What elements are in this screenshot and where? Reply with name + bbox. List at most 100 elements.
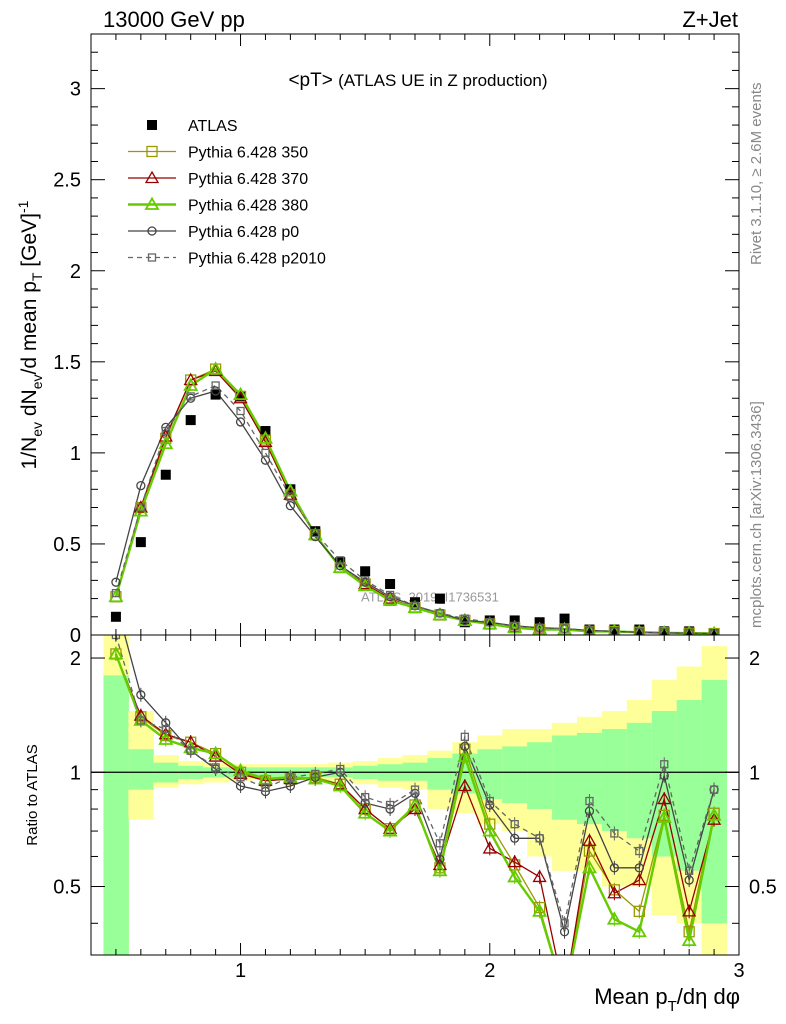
y-axis-label-part: ev (29, 422, 45, 437)
x-axis-label-part: Mean p (594, 984, 667, 1009)
pythia-6-428-370-point (158, 429, 173, 442)
uncertainty-band-green (527, 742, 553, 810)
pythia-6-428-p2010-point (286, 492, 295, 501)
y-tick-label: 1 (70, 443, 81, 465)
pythia-6-428-370-ratio-point (607, 885, 622, 899)
pythia-6-428-p0-ratio-point (112, 599, 120, 607)
pythia-6-428-p2010-point (460, 614, 469, 623)
pythia-6-428-p2010-point (136, 503, 145, 512)
pythia-6-428-380-point (282, 483, 298, 497)
pythia-6-428-p2010-ratio-point (186, 746, 195, 755)
atlas-point (360, 566, 371, 577)
pythia-6-428-p2010-point (635, 628, 644, 635)
pythia-6-428-370-ratio-point (657, 791, 672, 805)
legend-label-atlas: ATLAS (188, 118, 238, 135)
legend-marker-pythia-6-428-370 (144, 170, 160, 184)
legend-label-pythia-6-428-370: Pythia 6.428 370 (188, 171, 308, 188)
pythia-6-428-p2010-point (336, 556, 345, 565)
legend-marker-atlas (147, 120, 157, 130)
rivet-label: Rivet 3.1.10, ≥ 2.6M events (748, 83, 765, 266)
legend-label-pythia-6-428-p0: Pythia 6.428 p0 (188, 224, 299, 241)
pythia-6-428-p0-point (285, 501, 296, 511)
pythia-6-428-370-ratio-point (482, 841, 497, 854)
atlas-point (559, 613, 570, 624)
pythia-6-428-p0-ratio-point (136, 690, 146, 700)
y-axis-label-part: ev (29, 374, 45, 389)
uncertainty-band-green (103, 675, 129, 955)
pythia-6-428-p2010-point (385, 590, 395, 600)
ratio-y-tick-label: 1 (70, 762, 81, 784)
pythia-6-428-380-point (257, 430, 274, 444)
y-axis-label-part: /d mean p (18, 281, 41, 374)
pythia-6-428-350-ratio-point (560, 989, 570, 999)
y-tick-label: 2 (70, 261, 81, 283)
pythia-6-428-p0-ratio-point (510, 833, 520, 843)
legend-marker-pythia-6-428-350 (146, 145, 158, 158)
ratio-panel: 0.5 0.5 1 1 2 2 1 2 3 Ratio to ATLAS Mean pT/dη … (24, 599, 777, 1015)
pythia-6-428-370-ratio-point (407, 801, 423, 815)
y-tick-label: 1.5 (53, 352, 81, 374)
atlas-point (235, 391, 246, 402)
pythia-6-428-370-point (258, 434, 273, 448)
pythia-6-428-p2010-ratio-point (435, 839, 445, 848)
y-axis-label-part: T (29, 272, 45, 281)
pythia-6-428-p2010-ratio-point (385, 800, 395, 810)
pythia-6-428-380-ratio-point (507, 869, 523, 883)
pythia-6-428-p2010-ratio-point (136, 716, 145, 725)
pythia-6-428-380-ratio-point (457, 748, 473, 762)
pythia-6-428-p2010-ratio-point (410, 785, 420, 794)
pythia-6-428-380-ratio-point (357, 805, 373, 819)
pythia-6-428-380-point (332, 559, 348, 574)
pythia-6-428-p2010-point (311, 528, 320, 538)
pythia-6-428-p2010-ratio-point (585, 796, 594, 806)
pythia-6-428-p2010-point (361, 576, 370, 585)
legend-label-pythia-6-428-380: Pythia 6.428 380 (188, 198, 308, 215)
pythia-6-428-370-ratio-point (532, 869, 547, 883)
pythia-6-428-p2010-ratio-point (560, 919, 569, 928)
x-axis-label-part: /dη dφ (677, 984, 740, 1009)
pythia-6-428-370-ratio-point (559, 988, 571, 999)
pythia-6-428-370-ratio-point (507, 854, 522, 868)
pythia-6-428-p2010-ratio-point (660, 760, 669, 769)
pythia-6-428-370-ratio-point (582, 833, 597, 846)
pythia-6-428-p0-point (136, 481, 146, 491)
uncertainty-band-green (477, 749, 503, 800)
pythia-6-428-p2010-point (236, 406, 245, 416)
legend-marker-pythia-6-428-p0 (147, 226, 157, 236)
pythia-6-428-p2010-ratio-point (311, 769, 320, 779)
pythia-6-428-380-ratio-point (108, 646, 124, 660)
pythia-6-428-380-ratio-point (681, 932, 697, 947)
y-tick-label: 0 (70, 625, 81, 647)
pythia-6-428-380-point (158, 435, 174, 450)
pythia-6-428-350-ratio-point (633, 905, 645, 918)
x-axis-label: Mean pT/dη dφ (594, 984, 740, 1015)
pythia-6-428-p2010-ratio-point (685, 866, 694, 875)
pythia-6-428-370-ratio-point (457, 778, 472, 792)
pythia-6-428-380-ratio-point (432, 862, 448, 877)
pythia-6-428-380-ratio-point (606, 911, 622, 925)
x-axis-label-part: T (668, 998, 677, 1015)
ratio-y-tick-label-right: 2 (749, 648, 760, 670)
atlas-point (385, 579, 396, 590)
pythia-6-428-p2010-ratio-point (510, 819, 519, 829)
ratio-y-tick-label: 2 (70, 648, 81, 670)
pythia-6-428-380-ratio-point (559, 988, 571, 999)
x-tick-label: 3 (733, 960, 744, 982)
pythia-6-428-p0-ratio-point (634, 863, 644, 873)
pythia-6-428-p0-point (210, 386, 221, 396)
pythia-6-428-p2010-point (435, 608, 445, 618)
pythia-6-428-380-ratio-point (482, 823, 498, 837)
y-axis-label-part: -1 (15, 200, 31, 213)
pythia-6-428-p2010-ratio-point (485, 796, 494, 806)
pythia-6-428-370-point (183, 372, 198, 386)
y-tick-label: 0.5 (53, 534, 81, 556)
legend-marker-pythia-6-428-p2010 (147, 253, 157, 262)
pythia-6-428-380-ratio-point (158, 731, 174, 745)
pythia-6-428-370-ratio-point (706, 812, 722, 825)
pythia-6-428-p2010-ratio-point (610, 829, 619, 838)
pythia-6-428-380-ratio-point (631, 923, 647, 938)
pythia-6-428-p2010-ratio-point (236, 773, 245, 782)
pythia-6-428-p2010-point (111, 588, 121, 598)
pythia-6-428-380-ratio-point (706, 807, 722, 821)
energy-label: 13000 GeV pp (103, 7, 245, 32)
